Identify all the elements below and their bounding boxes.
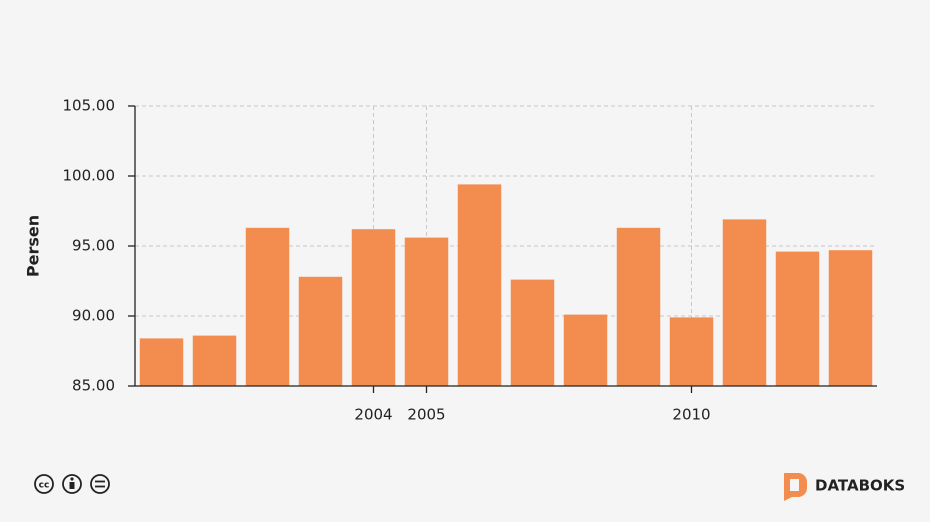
bar [404, 237, 449, 386]
bar [139, 338, 184, 386]
x-tick-label: 2004 [354, 406, 392, 424]
y-axis-title: Persen [24, 215, 43, 277]
brand-name: DATABOKS [815, 477, 905, 495]
bar [457, 184, 502, 386]
cc-icons: cc [34, 474, 110, 494]
bar [245, 227, 290, 386]
x-tick-label: 2010 [672, 406, 710, 424]
svg-text:cc: cc [39, 481, 50, 491]
bar [775, 251, 820, 386]
bar [192, 335, 237, 386]
y-tick-label: 90.00 [72, 307, 115, 325]
bar [351, 229, 396, 386]
bar [563, 314, 608, 386]
bar [669, 317, 714, 386]
x-tick-label: 2005 [407, 406, 445, 424]
bar [616, 227, 661, 386]
bar [298, 276, 343, 386]
bar [510, 279, 555, 386]
brand-logo [784, 473, 807, 501]
y-tick-label: 105.00 [63, 97, 116, 115]
y-tick-label: 100.00 [63, 167, 116, 185]
y-tick-label: 95.00 [72, 237, 115, 255]
y-tick-label: 85.00 [72, 377, 115, 395]
bar [722, 219, 767, 386]
bar [828, 250, 873, 386]
